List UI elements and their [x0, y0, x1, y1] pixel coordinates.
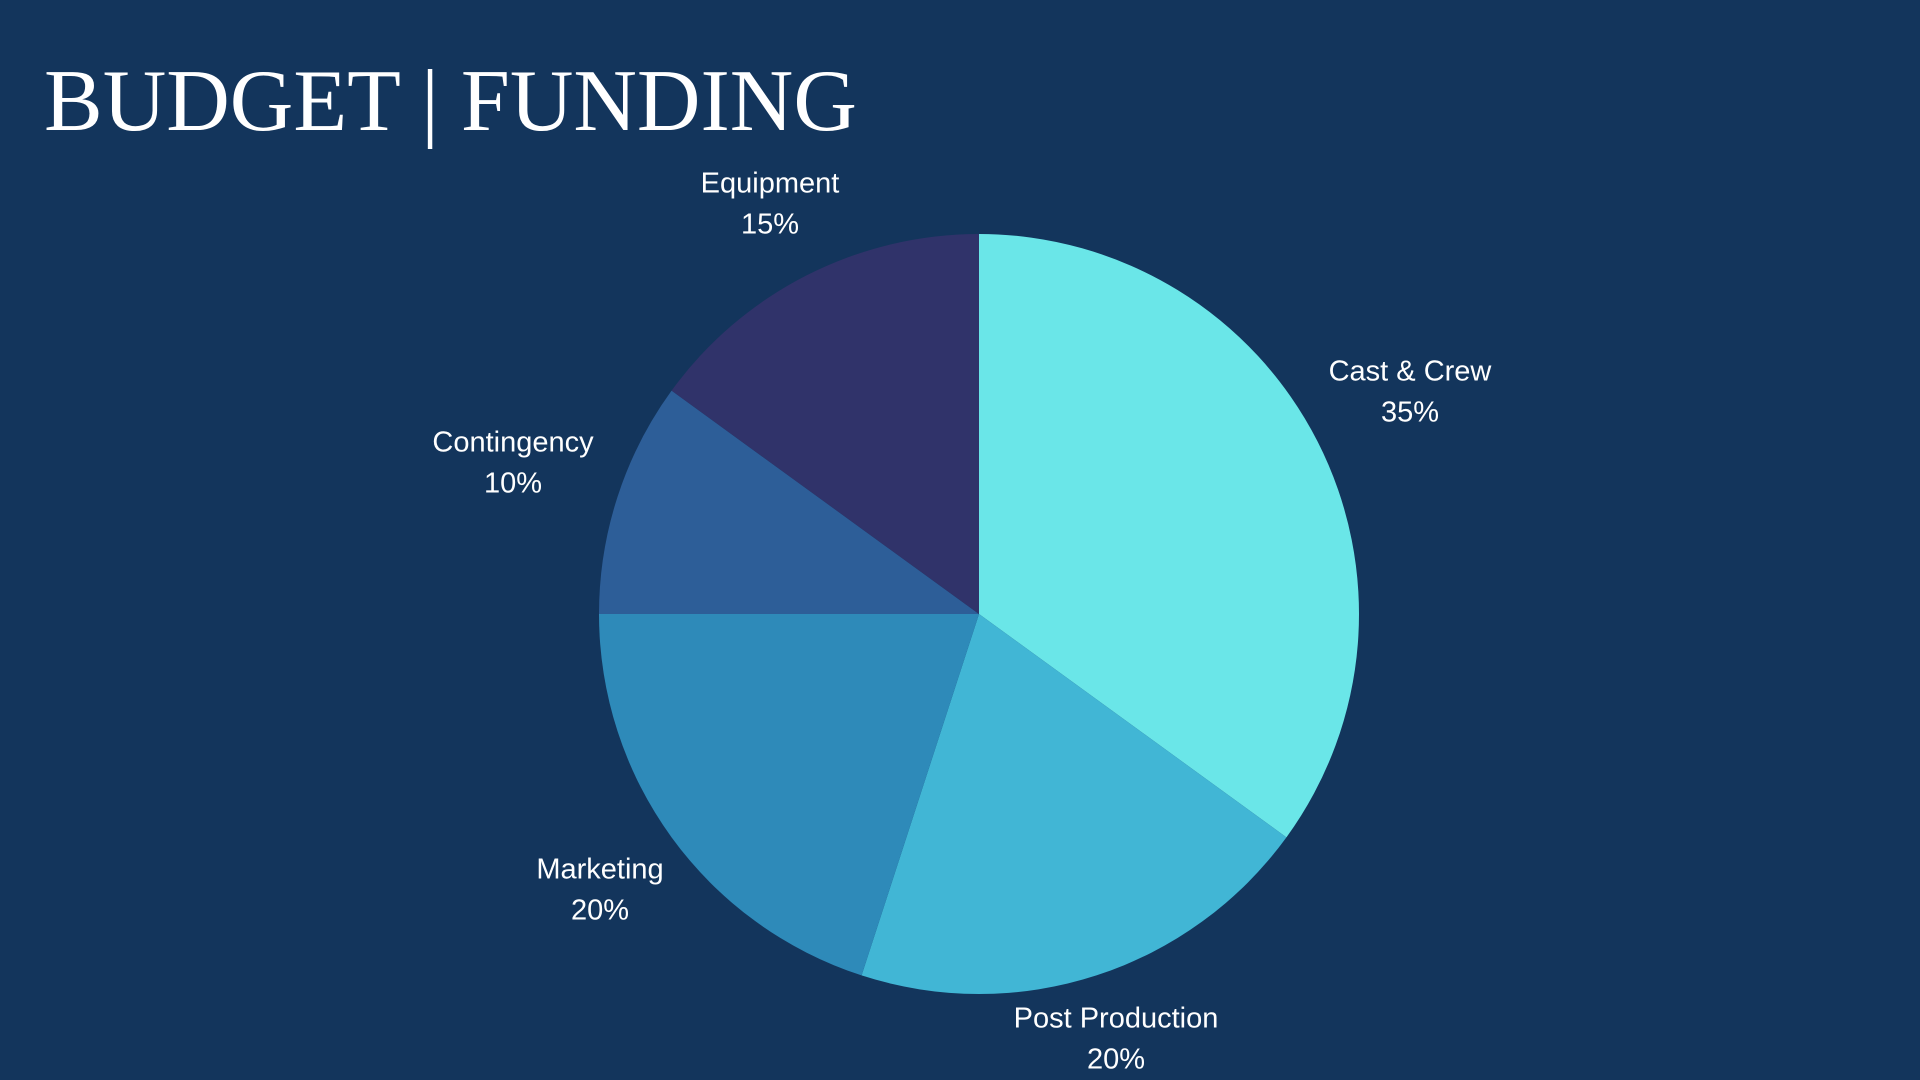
page-title: BUDGET | FUNDING: [44, 53, 857, 150]
slice-value-label: 20%: [1087, 1044, 1145, 1076]
slice-value-label: 35%: [1381, 397, 1439, 429]
pie-slice-post-production: [861, 614, 1287, 995]
pie-slice-marketing: [599, 614, 979, 976]
slice-category-label: Post Production: [1014, 1003, 1219, 1035]
slice-category-label: Marketing: [536, 854, 663, 886]
slice-category-label: Cast & Crew: [1329, 356, 1493, 388]
pie-slices: [599, 233, 1360, 995]
pie-slice-cast-crew: [979, 234, 1360, 838]
pie-labels: Cast & Crew 35% Post Production 20% Marketin…: [432, 168, 1492, 1076]
slice-value-label: 20%: [571, 895, 629, 927]
slice-category-label: Contingency: [432, 427, 594, 459]
slice-category-label: Equipment: [701, 168, 840, 200]
pie-slice-equipment: [671, 233, 979, 614]
slice-value-label: 15%: [741, 209, 799, 241]
pie-slice-contingency: [599, 390, 979, 614]
slice-value-label: 10%: [484, 468, 542, 500]
